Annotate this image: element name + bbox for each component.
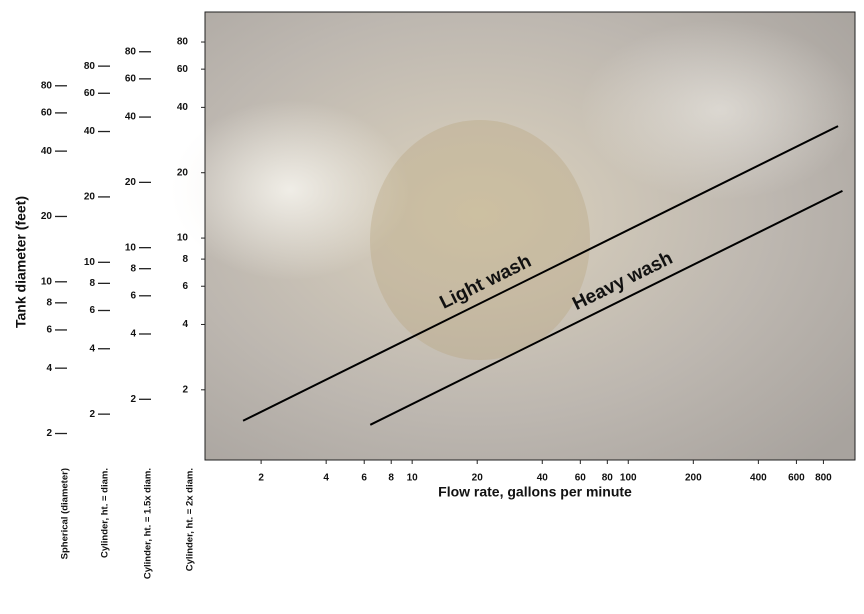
y-tick-label: 4 bbox=[46, 363, 52, 374]
x-tick-label: 20 bbox=[472, 473, 484, 484]
y-tick-label: 60 bbox=[41, 108, 53, 119]
y-tick-label: 2 bbox=[89, 409, 95, 420]
photo-nozzle bbox=[370, 120, 590, 360]
x-tick-label: 800 bbox=[815, 473, 832, 484]
x-tick-label: 80 bbox=[602, 473, 614, 484]
y-tick-label: 60 bbox=[84, 88, 96, 99]
x-tick-label: 200 bbox=[685, 473, 702, 484]
y-tick-label: 80 bbox=[41, 80, 53, 91]
x-tick-label: 4 bbox=[323, 473, 329, 484]
y-scale-name: Spherical (diameter) bbox=[60, 468, 71, 559]
y-tick-label: 10 bbox=[177, 233, 189, 244]
y-tick-label: 40 bbox=[41, 146, 53, 157]
y-tick-label: 10 bbox=[41, 276, 53, 287]
x-tick-label: 100 bbox=[620, 473, 637, 484]
y-tick-label: 80 bbox=[125, 46, 137, 57]
y-scale-name: Cylinder, ht. = diam. bbox=[100, 468, 111, 558]
y-tick-label: 8 bbox=[89, 278, 95, 289]
y-tick-label: 10 bbox=[84, 257, 96, 268]
y-tick-label: 6 bbox=[182, 281, 188, 292]
y-tick-label: 40 bbox=[84, 126, 96, 137]
y-tick-label: 2 bbox=[130, 394, 136, 405]
y-tick-label: 20 bbox=[125, 177, 137, 188]
y-tick-label: 60 bbox=[125, 74, 137, 85]
y-tick-label: 6 bbox=[89, 305, 95, 316]
y-tick-label: 4 bbox=[89, 343, 95, 354]
x-tick-label: 10 bbox=[407, 473, 419, 484]
chart: Flow rate, gallons per minute Tank diame… bbox=[0, 0, 864, 609]
y-scale-name: Cylinder, ht. = 2x diam. bbox=[185, 468, 196, 571]
y-tick-label: 8 bbox=[46, 297, 52, 308]
photo-highlight bbox=[580, 20, 860, 200]
x-tick-label: 60 bbox=[575, 473, 587, 484]
x-tick-label: 6 bbox=[361, 473, 367, 484]
y-tick-label: 2 bbox=[46, 428, 52, 439]
y-scale-name: Cylinder, ht. = 1.5x diam. bbox=[143, 468, 154, 579]
x-tick-label: 8 bbox=[388, 473, 394, 484]
y-tick-label: 20 bbox=[177, 167, 189, 178]
x-tick-label: 40 bbox=[537, 473, 549, 484]
y-tick-label: 80 bbox=[84, 61, 96, 72]
y-tick-label: 80 bbox=[177, 37, 189, 48]
y-tick-label: 8 bbox=[182, 254, 188, 265]
y-tick-label: 60 bbox=[177, 64, 189, 75]
y-tick-label: 10 bbox=[125, 242, 137, 253]
y-tick-label: 6 bbox=[46, 325, 52, 336]
y-tick-label: 8 bbox=[130, 263, 136, 274]
x-tick-label: 2 bbox=[258, 473, 264, 484]
y-tick-label: 4 bbox=[130, 329, 136, 340]
x-tick-label: 400 bbox=[750, 473, 767, 484]
y-tick-label: 4 bbox=[182, 319, 188, 330]
y-tick-label: 40 bbox=[125, 112, 137, 123]
x-tick-label: 600 bbox=[788, 473, 805, 484]
x-axis-title: Flow rate, gallons per minute bbox=[438, 484, 632, 500]
y-tick-label: 6 bbox=[130, 290, 136, 301]
y-tick-label: 40 bbox=[177, 102, 189, 113]
y-axis-title: Tank diameter (feet) bbox=[13, 196, 29, 328]
y-tick-label: 20 bbox=[84, 192, 96, 203]
y-tick-label: 20 bbox=[41, 211, 53, 222]
y-tick-label: 2 bbox=[182, 384, 188, 395]
